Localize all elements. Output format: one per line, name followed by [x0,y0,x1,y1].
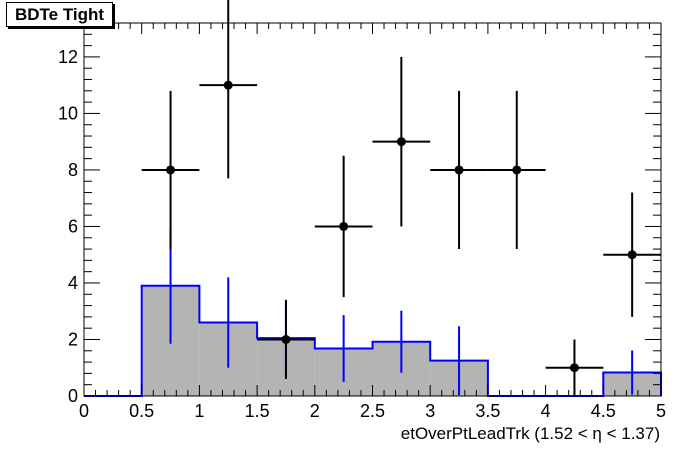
data-point-marker [166,165,176,175]
data-point-marker [569,363,579,373]
x-tick-label: 2 [310,401,320,421]
data-points-group [141,0,661,396]
data-point-marker [281,334,291,344]
y-tick-label: 4 [68,273,78,293]
x-tick-label: 4 [541,401,551,421]
y-tick-label: 2 [68,329,78,349]
x-tick-label: 0 [79,401,89,421]
y-tick-label: 6 [68,216,78,236]
data-point-marker [512,165,522,175]
x-tick-label: 4.5 [591,401,616,421]
x-axis-label: etOverPtLeadTrk (1.52 < η < 1.37) [400,424,660,443]
x-tick-label: 1.5 [245,401,270,421]
data-point-marker [223,80,233,90]
x-tick-label: 3.5 [475,401,500,421]
y-tick-label: 0 [68,386,78,406]
x-tick-label: 3 [425,401,435,421]
axis-ticks-group [83,22,662,397]
data-point-marker [454,165,464,175]
data-point-marker [396,137,406,147]
x-tick-label: 0.5 [129,401,154,421]
tick-labels-group: 0 0.5 1 1.5 2 2.5 3 3.5 4 4.5 5 0 2 4 6 8 10 12 [58,47,666,421]
data-point-marker [339,221,349,231]
x-tick-label: 2.5 [360,401,385,421]
x-tick-label: 5 [656,401,666,421]
x-tick-label: 1 [194,401,204,421]
y-tick-label: 10 [58,103,78,123]
data-point-marker [627,250,637,260]
chart-title: BDTe Tight [6,2,114,27]
y-tick-label: 8 [68,160,78,180]
y-tick-label: 12 [58,47,78,67]
